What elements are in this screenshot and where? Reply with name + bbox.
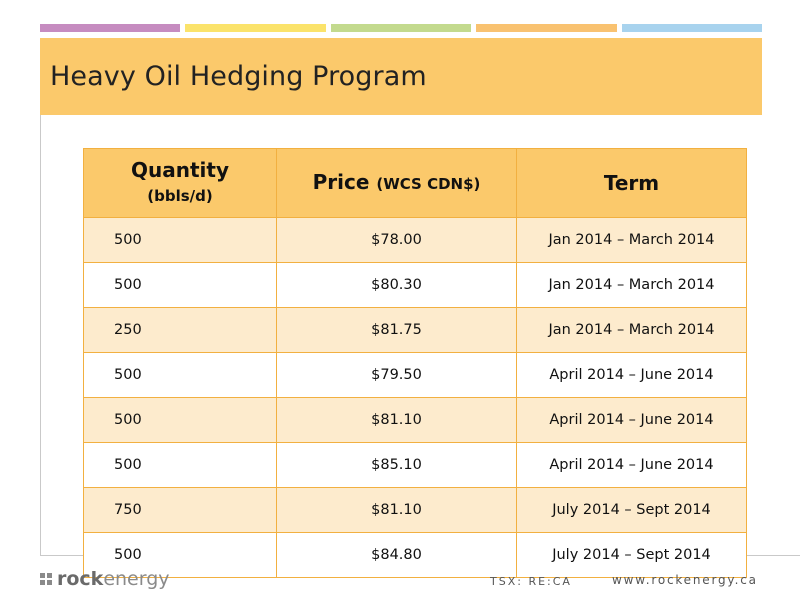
- term-cell: Jan 2014 – March 2014: [516, 307, 747, 353]
- term-header-label: Term: [603, 171, 660, 195]
- term-cell: April 2014 – June 2014: [516, 352, 747, 398]
- table-header-row: Quantity (bbls/d) Price (WCS CDN$) Term: [83, 148, 747, 218]
- table-row: 750 $81.10 July 2014 – Sept 2014: [83, 487, 747, 533]
- price-cell: $81.75: [276, 307, 517, 353]
- quantity-cell: 500: [83, 397, 277, 443]
- table-row: 250 $81.75 Jan 2014 – March 2014: [83, 307, 747, 353]
- price-header: Price (WCS CDN$): [276, 148, 517, 218]
- color-bar: [621, 24, 763, 32]
- price-cell: $80.30: [276, 262, 517, 308]
- color-bar: [185, 24, 326, 32]
- quantity-header: Quantity (bbls/d): [83, 148, 277, 218]
- term-cell: April 2014 – June 2014: [516, 397, 747, 443]
- price-cell: $78.00: [276, 217, 517, 263]
- left-divider: [40, 115, 41, 555]
- term-header: Term: [516, 148, 747, 218]
- quantity-cell: 750: [83, 487, 277, 533]
- table-row: 500 $85.10 April 2014 – June 2014: [83, 442, 747, 488]
- color-bar: [330, 24, 472, 32]
- price-header-label: Price: [312, 170, 370, 194]
- title-band: Heavy Oil Hedging Program: [40, 38, 762, 115]
- color-bar: [40, 24, 181, 32]
- quantity-header-label: Quantity: [131, 158, 229, 182]
- price-cell: $84.80: [276, 532, 517, 578]
- price-cell: $79.50: [276, 352, 517, 398]
- table-row: 500 $81.10 April 2014 – June 2014: [83, 397, 747, 443]
- price-cell: $81.10: [276, 397, 517, 443]
- term-cell: July 2014 – Sept 2014: [516, 532, 747, 578]
- term-cell: July 2014 – Sept 2014: [516, 487, 747, 533]
- table-row: 500 $79.50 April 2014 – June 2014: [83, 352, 747, 398]
- website-url: www.rockenergy.ca: [612, 573, 758, 587]
- logo-squares-icon: [40, 573, 52, 585]
- term-cell: Jan 2014 – March 2014: [516, 217, 747, 263]
- quantity-unit-label: (bbls/d): [147, 187, 213, 205]
- term-cell: Jan 2014 – March 2014: [516, 262, 747, 308]
- quantity-cell: 500: [83, 262, 277, 308]
- color-bars: [40, 24, 763, 32]
- logo-text-energy: energy: [103, 568, 170, 590]
- color-bar: [476, 24, 617, 32]
- slide-title: Heavy Oil Hedging Program: [50, 61, 427, 92]
- price-cell: $81.10: [276, 487, 517, 533]
- table-row: 500 $80.30 Jan 2014 – March 2014: [83, 262, 747, 308]
- quantity-cell: 500: [83, 532, 277, 578]
- quantity-cell: 500: [83, 442, 277, 488]
- quantity-cell: 500: [83, 217, 277, 263]
- quantity-cell: 500: [83, 352, 277, 398]
- hedging-table: Quantity (bbls/d) Price (WCS CDN$) Term …: [83, 148, 747, 578]
- company-logo: rock energy: [40, 568, 170, 590]
- price-cell: $85.10: [276, 442, 517, 488]
- term-cell: April 2014 – June 2014: [516, 442, 747, 488]
- quantity-cell: 250: [83, 307, 277, 353]
- table-row: 500 $84.80 July 2014 – Sept 2014: [83, 532, 747, 578]
- table-row: 500 $78.00 Jan 2014 – March 2014: [83, 217, 747, 263]
- stock-ticker: TSX: RE:CA: [490, 575, 572, 588]
- price-unit-label: (WCS CDN$): [376, 175, 481, 193]
- logo-text-rock: rock: [57, 568, 104, 590]
